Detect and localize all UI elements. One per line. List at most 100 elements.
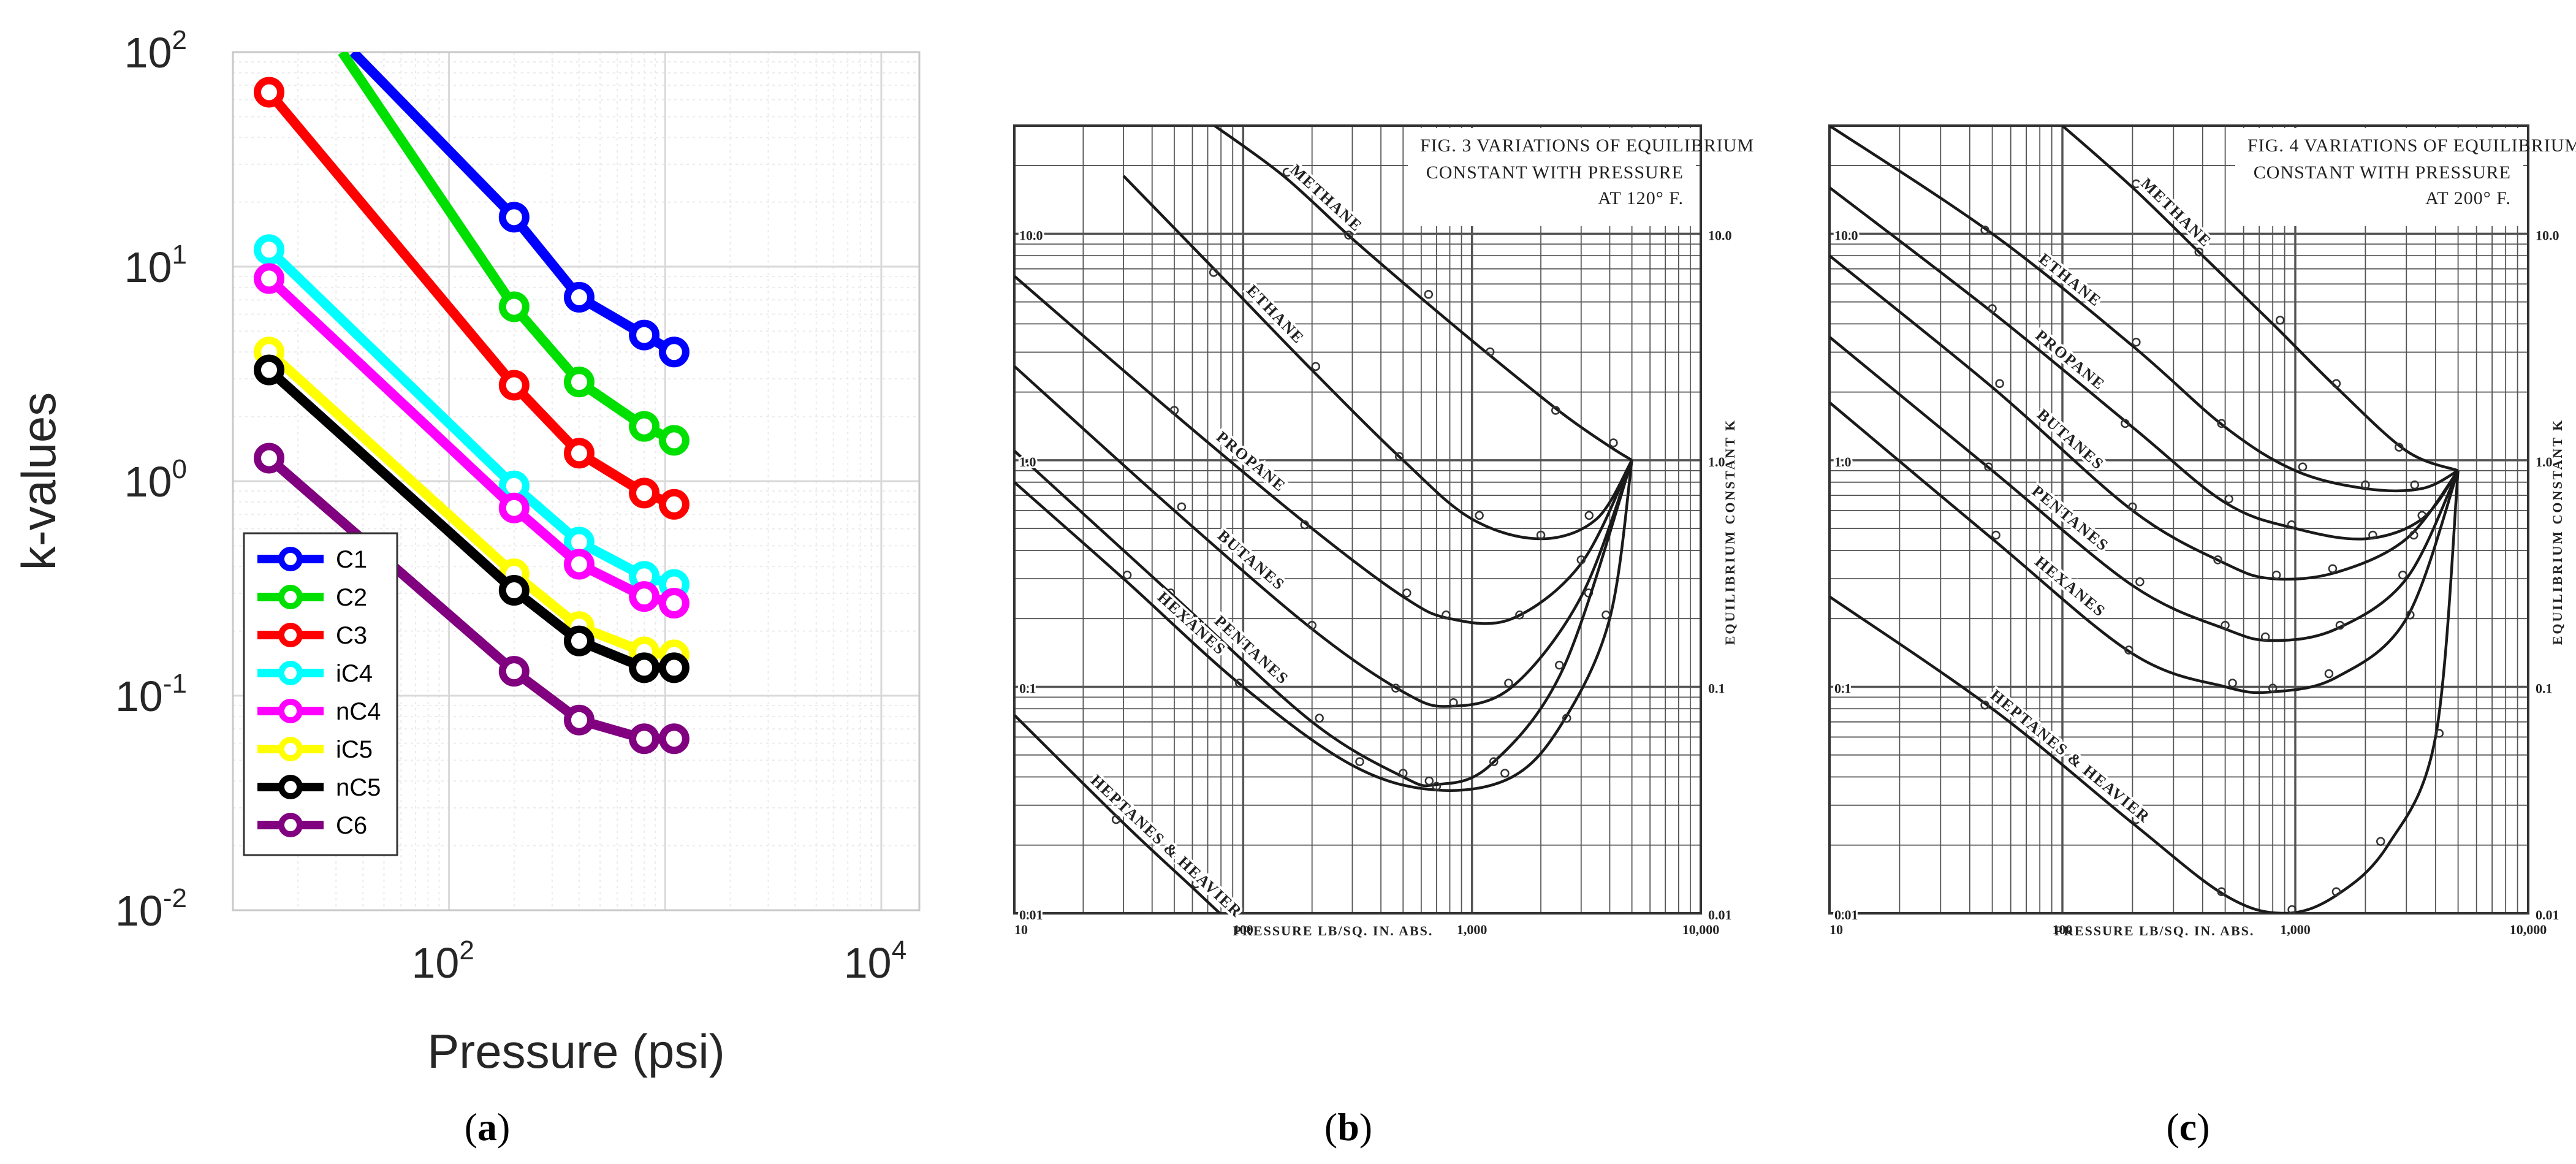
observed-point [1235,679,1244,688]
panel-a-legend: C1 C2 C3 iC4 nC4 iC5 nC5 C6 [243,532,398,856]
observed-point [2271,570,2281,580]
scan-y-tick-label-right: 1.0 [1708,454,1725,470]
observed-point [2409,530,2418,540]
observed-point [2132,815,2141,824]
scan-y-tick-label-left: 0.01 [1834,907,1858,922]
panel-a-y-tick-labels: 102 101 100 10-1 10-2 [115,25,187,935]
data-point-C3 [658,489,690,520]
curve-label: BUTANES [2034,406,2107,474]
observed-point [2368,530,2377,540]
legend-swatch-marker [278,661,303,685]
curve-propane [1829,186,2460,541]
observed-point [1554,660,1564,670]
observed-point [2224,494,2233,504]
caption-c: (c) [2166,1105,2209,1149]
scan-y-tick-label-right: 10.0 [1708,227,1732,243]
legend-label: iC4 [336,660,373,687]
data-point-C1 [629,319,660,351]
observed-point [2124,645,2133,655]
caption-a: (a) [465,1105,511,1149]
y-tick-label: 10-1 [115,669,187,720]
observed-point [1169,406,1179,415]
curve-label: ETHANE [2035,249,2105,310]
observed-point [1988,304,1997,313]
observed-point [2135,577,2145,587]
scan-x-tick-label: 10,000 [2510,922,2547,937]
scan-frame [1013,124,1702,915]
legend-label: nC5 [336,774,381,801]
y-tick-label: 101 [124,240,187,291]
scan-x-tick-label: 1,000 [2280,922,2311,937]
data-point-C3 [563,438,595,469]
observed-point [1515,610,1524,620]
data-point-nC5 [498,575,530,606]
curve-ethane [1829,126,2459,492]
data-point-nC4 [498,492,530,523]
observed-point [1485,347,1495,357]
observed-point [1991,530,2000,540]
curve-heptanes-heavier [1014,714,1222,913]
data-point-C2 [658,425,690,456]
observed-point [2335,620,2345,630]
scan-y-tick-label-right: 1.0 [2536,454,2553,470]
observed-point [1395,452,1404,462]
observed-point [2217,887,2226,896]
observed-point [2328,564,2338,574]
curve-label: PROPANE [1213,428,1289,495]
panel-b-scanned-chart: FIG. 3 VARIATIONS OF EQUILIBRIUM CONSTANT… [1013,124,1754,938]
curve-label: HEPTANES & HEAVIER [1087,771,1246,921]
scan-x-tick-label: 10,000 [1682,922,1720,937]
scan-y-tick-label-left: 10.0 [1834,227,1858,243]
y-tick-label: 102 [124,25,187,77]
scan-x-tick-label: 100 [1233,922,1253,937]
observed-point [2324,669,2334,679]
scan-x-tick-label: 10 [1014,922,1028,937]
observed-point [2287,520,2297,530]
scan-title-line-2: CONSTANT WITH PRESSURE [1426,162,1684,183]
scan-x-axis-label: PRESSURE LB/SQ. IN. ABS. [1233,923,1434,938]
legend-swatch-marker [278,547,303,571]
scan-y-axis-label: EQUILIBRIUM CONSTANT K [2550,419,2565,645]
scan-y-tick-label-left: 0.1 [1834,680,1852,696]
observed-point [2406,610,2415,620]
curve-label: METHANE [1287,161,1366,235]
curve-label: HEXANES [2032,552,2109,620]
observed-point [2398,570,2407,580]
data-point-C2 [629,411,660,442]
scan-y-tick-label-left: 1.0 [1834,454,1852,470]
observed-point [2361,480,2370,490]
observed-point [1449,698,1458,707]
panel-c-scanned-chart: FIG. 4 VARIATIONS OF EQUILIBRIUM CONSTANT… [1828,124,2576,938]
observed-point [1166,588,1176,598]
data-point-C6 [254,443,285,474]
observed-point [1307,620,1316,630]
observed-point [2434,729,2444,738]
observed-point [2132,337,2141,347]
curve-label: BUTANES [1214,527,1288,594]
y-tick-label: 100 [124,454,187,506]
observed-point [1980,226,1989,235]
observed-point [1424,290,1434,299]
panel-a-x-tick-labels: 102 104 [411,935,906,987]
observed-point [1489,757,1499,766]
observed-point [1995,379,2004,389]
curve-hexanes [1014,460,1633,792]
observed-point [1177,502,1187,512]
scan-title-line-1: FIG. 4 VARIATIONS OF EQUILIBRIUM [2247,135,2576,156]
observed-point [1984,462,1993,472]
data-point-C3 [629,477,660,509]
scan-title-line-1: FIG. 3 VARIATIONS OF EQUILIBRIUM [1420,135,1754,156]
observed-point [1191,879,1201,889]
legend-label: C2 [336,584,367,611]
curve-propane [1014,275,1633,625]
observed-point [1311,362,1320,371]
observed-point [1601,610,1611,620]
curve-butanes [1829,254,2460,581]
observed-point [2194,247,2204,257]
curve-ethane [1122,175,1633,541]
observed-point [2331,379,2341,389]
legend-item-iC4: iC4 [257,660,373,687]
observed-point [2268,683,2278,693]
observed-point [1122,570,1132,580]
data-point-C1 [563,281,595,313]
